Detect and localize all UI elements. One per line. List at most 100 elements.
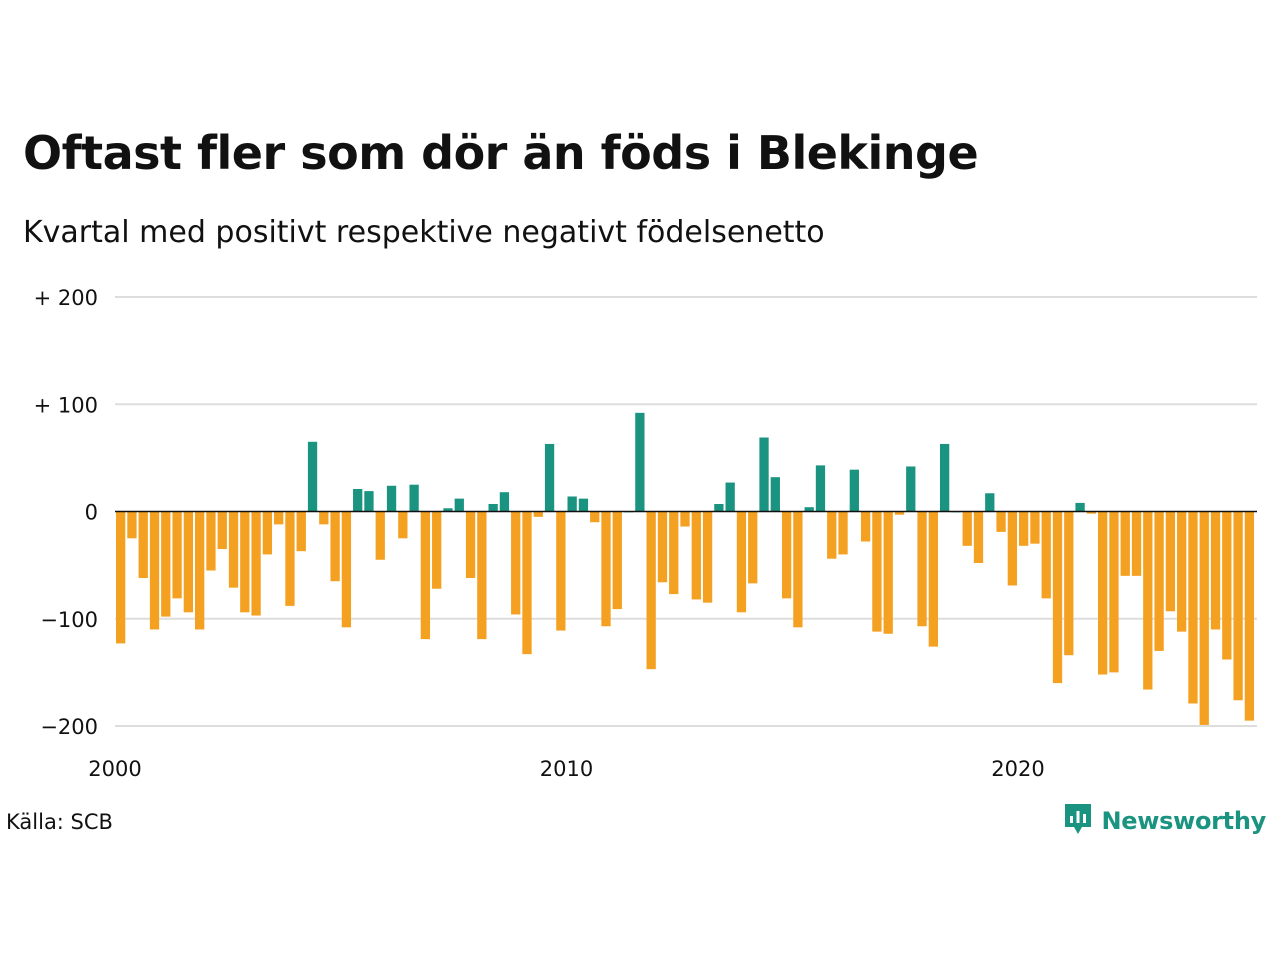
bar-negative: [149, 511, 160, 630]
bar-negative: [206, 511, 216, 571]
bar-positive: [725, 482, 735, 512]
bar-negative: [1143, 511, 1153, 690]
bar-negative: [172, 511, 182, 599]
y-tick-label: + 200: [34, 286, 98, 310]
bar-negative: [736, 511, 747, 613]
bar-negative: [285, 511, 295, 606]
y-tick-label: −200: [40, 715, 98, 739]
bar-positive: [849, 469, 859, 512]
bar-negative: [262, 511, 273, 555]
bar-positive: [567, 496, 577, 512]
bar-negative: [240, 511, 250, 613]
bar-negative: [601, 511, 611, 627]
bar-negative: [556, 511, 566, 631]
bar-negative: [1041, 511, 1051, 599]
bar-negative: [1019, 511, 1029, 546]
bar-negative: [860, 511, 871, 542]
bar-negative: [319, 511, 329, 525]
bar-positive: [544, 443, 555, 512]
bar-negative: [1007, 511, 1017, 586]
bar-negative: [894, 511, 905, 515]
bar-negative: [1233, 511, 1243, 701]
bar-negative: [691, 511, 701, 600]
bar-positive: [635, 412, 645, 512]
bar-negative: [1188, 511, 1198, 704]
bar-negative: [1052, 511, 1063, 684]
bar-negative: [195, 511, 205, 630]
bar-negative: [228, 511, 239, 588]
source-note: Källa: SCB: [6, 810, 113, 834]
bar-negative: [251, 511, 261, 616]
bar-negative: [522, 511, 532, 655]
bar-positive: [499, 492, 510, 512]
bar-negative: [183, 511, 194, 613]
bar-negative: [1244, 511, 1255, 721]
bar-positive: [1075, 502, 1085, 512]
bar-negative: [1120, 511, 1130, 576]
bar-negative: [341, 511, 352, 628]
y-tick-label: + 100: [34, 393, 98, 417]
bar-negative: [1165, 511, 1176, 612]
bar-negative: [432, 511, 442, 589]
bar-positive: [488, 503, 498, 512]
bar-negative: [465, 511, 476, 578]
bar-negative: [1154, 511, 1164, 651]
bar-negative: [1064, 511, 1074, 656]
chart-subtitle: Kvartal med positivt respektive negativt…: [23, 215, 825, 250]
bar-negative: [1222, 511, 1232, 660]
bar-negative: [883, 511, 893, 634]
bar-positive: [454, 498, 464, 512]
bar-negative: [838, 511, 848, 555]
bar-negative: [296, 511, 306, 552]
bar-negative: [917, 511, 927, 627]
bar-negative: [1210, 511, 1221, 630]
bar-negative: [138, 511, 148, 578]
bar-negative: [748, 511, 758, 584]
bar-positive: [906, 466, 916, 512]
axis-labels: + 200 + 100 0 −100 −200 2000 2010 2020: [34, 286, 1257, 781]
bar-series: [116, 412, 1255, 725]
x-tick-label: 2020: [991, 757, 1044, 781]
bar-positive: [443, 508, 453, 512]
bar-negative: [330, 511, 340, 582]
bar-negative: [646, 511, 656, 670]
bar-negative: [827, 511, 837, 559]
bar-negative: [1177, 511, 1187, 632]
bar-negative: [996, 511, 1006, 532]
x-tick-label: 2010: [540, 757, 593, 781]
bar-negative: [793, 511, 803, 628]
bar-negative: [872, 511, 882, 632]
bar-negative: [116, 511, 126, 644]
bar-negative: [420, 511, 431, 640]
bar-negative: [217, 511, 227, 550]
bar-positive: [759, 437, 769, 512]
bar-positive: [939, 443, 950, 512]
bar-positive: [409, 484, 419, 512]
bar-chart: + 200 + 100 0 −100 −200 2000 2010 2020: [34, 286, 1257, 781]
bar-positive: [307, 441, 318, 512]
bar-negative: [1086, 511, 1097, 514]
bar-positive: [578, 498, 589, 512]
bar-positive: [770, 477, 780, 512]
y-tick-label: 0: [85, 501, 98, 525]
bar-positive: [815, 465, 826, 512]
bar-negative: [781, 511, 792, 599]
bar-negative: [274, 511, 284, 525]
bar-negative: [612, 511, 622, 610]
bar-negative: [511, 511, 521, 615]
bar-negative: [657, 511, 668, 583]
bar-negative: [590, 511, 600, 523]
y-tick-label: −100: [40, 608, 98, 632]
bar-negative: [375, 511, 385, 560]
bar-negative: [928, 511, 938, 647]
bar-negative: [1109, 511, 1119, 673]
bar-positive: [985, 493, 995, 512]
bar-negative: [533, 511, 543, 517]
bar-negative: [680, 511, 690, 527]
bar-negative: [973, 511, 984, 563]
bar-negative: [1030, 511, 1040, 544]
bar-negative: [1199, 511, 1209, 725]
bar-negative: [161, 511, 171, 617]
newsworthy-logo-icon: [1063, 802, 1093, 840]
bar-positive: [386, 485, 397, 512]
